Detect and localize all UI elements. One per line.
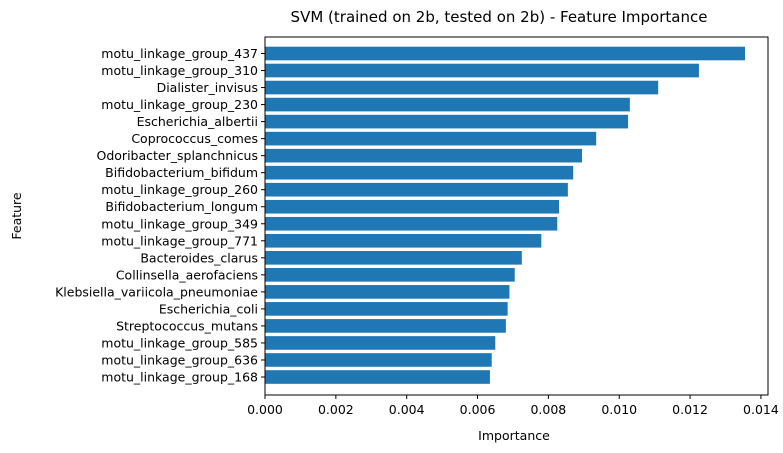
y-tick-label: Escherichia_albertii (137, 114, 258, 129)
bar (265, 199, 560, 214)
y-tick-label: motu_linkage_group_168 (101, 370, 258, 385)
bar (265, 114, 629, 129)
bar (265, 302, 508, 316)
bar (265, 182, 568, 197)
y-tick-label: motu_linkage_group_437 (101, 46, 258, 61)
x-axis-label: Importance (478, 428, 550, 443)
y-tick-label: Bifidobacterium_bifidum (105, 165, 258, 180)
plot-frame (264, 36, 769, 396)
y-tick-label: Klebsiella_variicola_pneumoniae (55, 284, 258, 299)
x-tick-label: 0.014 (743, 402, 779, 417)
y-axis-label: Feature (9, 192, 24, 240)
y-tick-label: motu_linkage_group_260 (101, 182, 258, 197)
chart-title: SVM (trained on 2b, tested on 2b) - Feat… (291, 8, 708, 26)
y-tick-label: Bacteroides_clarus (140, 250, 258, 265)
y-tick-label: motu_linkage_group_230 (101, 97, 258, 112)
x-tick-label: 0.012 (672, 402, 708, 417)
y-tick-label: Odoribacter_splanchnicus (97, 148, 258, 163)
bar (265, 370, 490, 384)
bar (265, 336, 496, 350)
x-tick-label: 0.000 (247, 402, 283, 417)
bar (265, 285, 510, 299)
y-tick-label: Bifidobacterium_longum (105, 199, 258, 214)
bar (265, 251, 522, 265)
bar (265, 216, 558, 231)
bars-group (265, 46, 745, 384)
x-axis: 0.000 0.002 0.004 0.006 0.008 0.010 0.012 0.014 (247, 395, 779, 417)
y-tick-label: motu_linkage_group_349 (101, 216, 258, 231)
y-tick-label: motu_linkage_group_585 (101, 335, 258, 350)
bar (265, 353, 492, 367)
y-tick-label: Streptococcus_mutans (116, 318, 258, 333)
bar (265, 148, 583, 163)
y-tick-label: motu_linkage_group_771 (101, 233, 258, 248)
bar (265, 233, 542, 248)
bar (265, 46, 745, 61)
y-tick-label: motu_linkage_group_636 (101, 352, 258, 367)
y-tick-label: Dialister_invisus (157, 80, 258, 95)
bar (265, 165, 574, 180)
bar (265, 80, 659, 95)
bar (265, 268, 515, 282)
x-tick-label: 0.008 (530, 402, 566, 417)
x-tick-label: 0.010 (601, 402, 637, 417)
bar (265, 319, 506, 333)
bar (265, 97, 630, 112)
y-tick-label: motu_linkage_group_310 (101, 63, 258, 78)
bar (265, 131, 597, 146)
y-tick-labels: motu_linkage_group_437 motu_linkage_group… (55, 46, 265, 385)
x-tick-label: 0.004 (389, 402, 425, 417)
y-tick-label: Collinsella_aerofaciens (116, 267, 258, 282)
x-tick-label: 0.002 (318, 402, 354, 417)
x-tick-label: 0.006 (460, 402, 496, 417)
y-tick-label: Escherichia_coli (159, 301, 258, 316)
y-tick-label: Coprococcus_comes (131, 131, 258, 146)
bar (265, 63, 699, 78)
